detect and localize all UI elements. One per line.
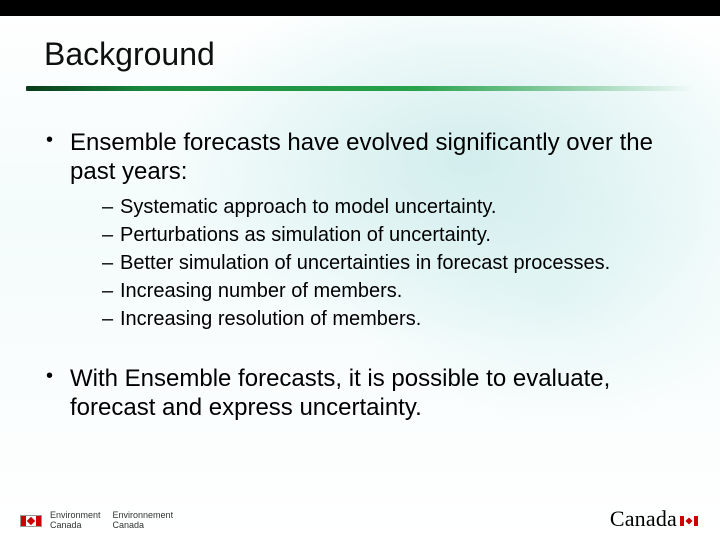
- footer-left: Environment Canada Environnement Canada: [20, 511, 173, 530]
- sub-bullet-text: Increasing resolution of members.: [120, 308, 421, 330]
- sub-bullet-item: Systematic approach to model uncertainty…: [102, 195, 676, 220]
- bullet-list: With Ensemble forecasts, it is possible …: [44, 364, 676, 423]
- bullet-list: Ensemble forecasts have evolved signific…: [44, 128, 676, 332]
- spacer: [44, 346, 676, 364]
- dept-fr-line2: Canada: [113, 521, 174, 530]
- top-bar: [0, 0, 720, 16]
- canada-flag-icon: [680, 516, 698, 526]
- bullet-text: With Ensemble forecasts, it is possible …: [70, 365, 610, 421]
- sub-bullet-item: Increasing resolution of members.: [102, 307, 676, 332]
- sub-bullet-item: Perturbations as simulation of uncertain…: [102, 223, 676, 248]
- dept-en-line2: Canada: [50, 521, 101, 530]
- footer: Environment Canada Environnement Canada …: [0, 496, 720, 540]
- sub-bullet-item: Increasing number of members.: [102, 279, 676, 304]
- sub-bullet-text: Better simulation of uncertainties in fo…: [120, 252, 610, 274]
- footer-right: Canada: [610, 506, 698, 532]
- bullet-text: Ensemble forecasts have evolved signific…: [70, 129, 653, 185]
- dept-fr: Environnement Canada: [113, 511, 174, 530]
- dept-en: Environment Canada: [50, 511, 101, 530]
- slide: Background Ensemble forecasts have evolv…: [0, 0, 720, 540]
- sub-bullet-item: Better simulation of uncertainties in fo…: [102, 251, 676, 276]
- accent-line: [26, 86, 694, 91]
- bullet-item: With Ensemble forecasts, it is possible …: [44, 364, 676, 423]
- sub-bullet-text: Perturbations as simulation of uncertain…: [120, 224, 491, 246]
- bullet-item: Ensemble forecasts have evolved signific…: [44, 128, 676, 332]
- department-signature: Environment Canada Environnement Canada: [50, 511, 173, 530]
- canada-flag-icon: [20, 515, 42, 527]
- slide-title: Background: [44, 36, 215, 73]
- sub-bullet-list: Systematic approach to model uncertainty…: [70, 195, 676, 332]
- canada-wordmark: Canada: [610, 506, 677, 532]
- sub-bullet-text: Increasing number of members.: [120, 280, 402, 302]
- content-area: Ensemble forecasts have evolved signific…: [44, 128, 676, 436]
- sub-bullet-text: Systematic approach to model uncertainty…: [120, 196, 496, 218]
